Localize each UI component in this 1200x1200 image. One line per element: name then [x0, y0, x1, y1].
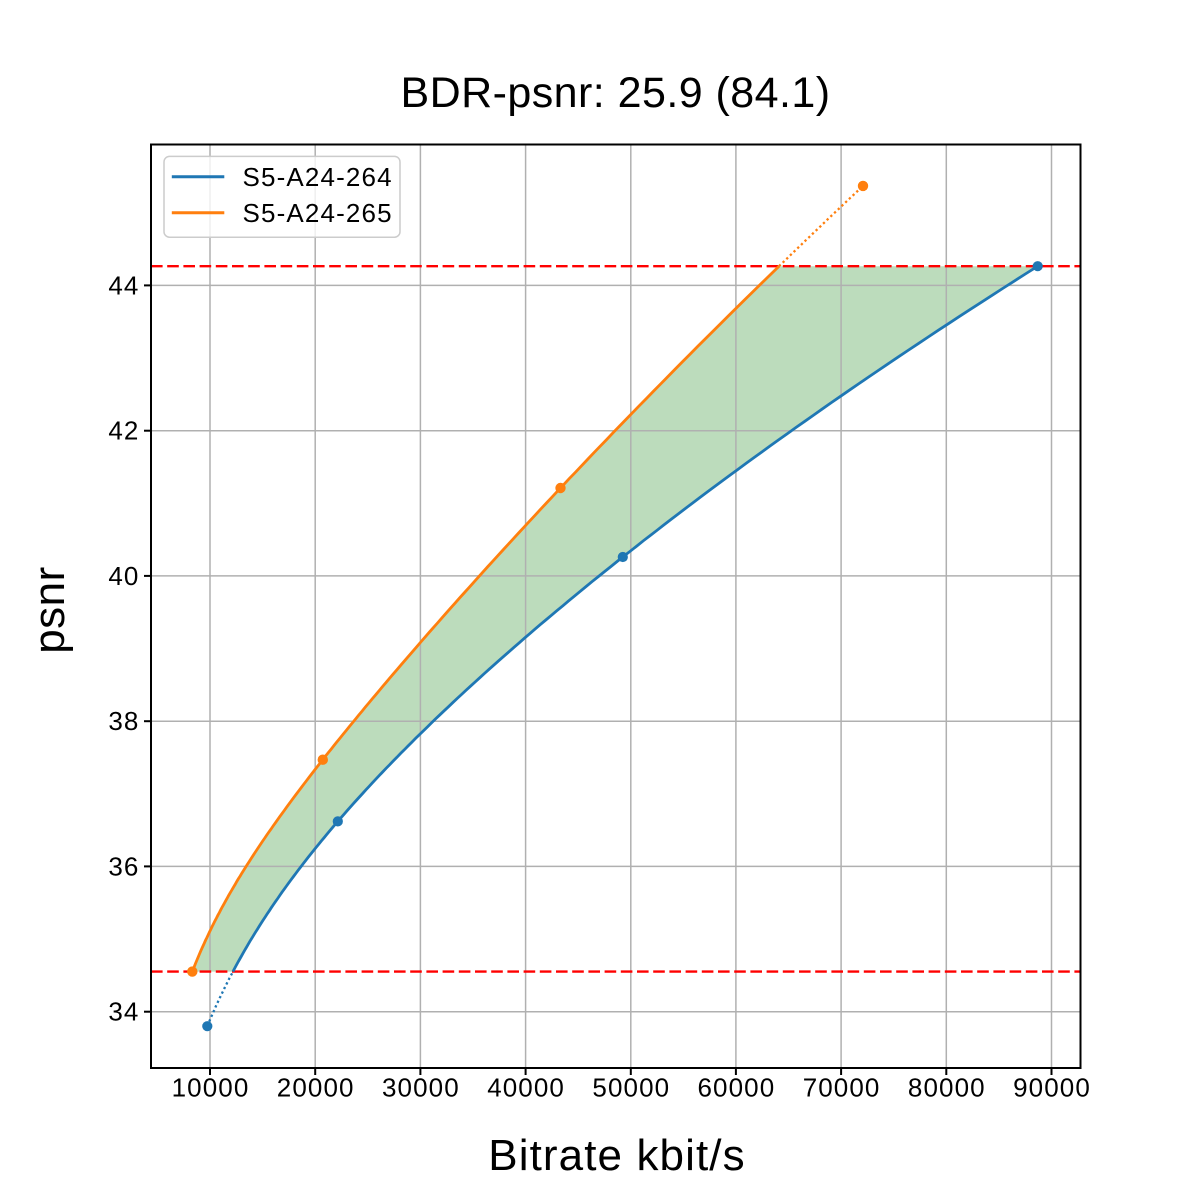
svg-text:38: 38 — [108, 706, 139, 736]
svg-text:60000: 60000 — [697, 1073, 775, 1103]
svg-text:40000: 40000 — [487, 1073, 565, 1103]
svg-text:42: 42 — [108, 416, 139, 446]
svg-text:Bitrate kbit/s: Bitrate kbit/s — [488, 1131, 746, 1180]
svg-text:S5-A24-264: S5-A24-264 — [243, 162, 393, 192]
svg-text:20000: 20000 — [277, 1073, 355, 1103]
svg-text:34: 34 — [108, 997, 139, 1027]
svg-text:36: 36 — [108, 851, 139, 881]
svg-text:S5-A24-265: S5-A24-265 — [243, 198, 393, 228]
svg-text:80000: 80000 — [908, 1073, 986, 1103]
svg-text:50000: 50000 — [592, 1073, 670, 1103]
svg-text:90000: 90000 — [1013, 1073, 1091, 1103]
svg-text:psnr: psnr — [25, 566, 74, 654]
svg-text:BDR-psnr: 25.9 (84.1): BDR-psnr: 25.9 (84.1) — [400, 69, 830, 117]
svg-text:10000: 10000 — [172, 1073, 250, 1103]
svg-text:70000: 70000 — [803, 1073, 881, 1103]
svg-text:30000: 30000 — [382, 1073, 460, 1103]
svg-text:40: 40 — [108, 561, 139, 591]
svg-text:44: 44 — [108, 270, 139, 300]
